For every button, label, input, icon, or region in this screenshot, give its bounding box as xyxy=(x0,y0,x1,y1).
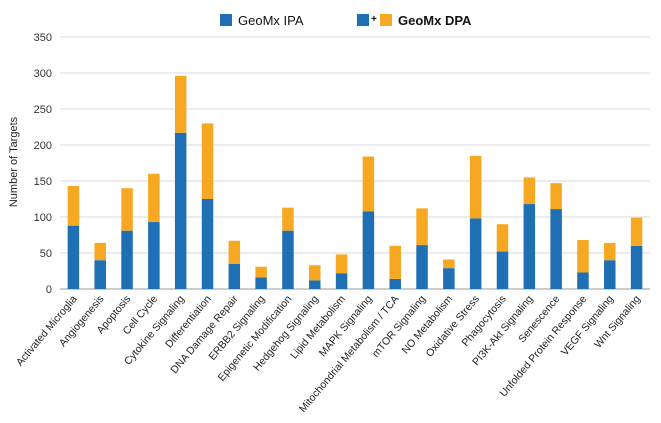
bar-segment-dpa xyxy=(443,259,455,269)
bar-segment-dpa xyxy=(255,266,267,278)
bar-segment-dpa xyxy=(577,240,589,273)
y-axis-label: Number of Targets xyxy=(8,116,20,207)
legend-label-ipa: GeoMx IPA xyxy=(238,13,304,28)
bar-segment-ipa xyxy=(94,260,106,289)
bar-segment-ipa xyxy=(255,277,267,289)
legend-swatch-ipa xyxy=(220,14,232,26)
y-axis-ticks: 0 50 100 150 200 250 300 350 xyxy=(34,32,52,296)
y-tick-label: 0 xyxy=(46,284,52,296)
bar-segment-dpa xyxy=(416,208,428,246)
bar-segment-ipa xyxy=(577,272,589,289)
bar-segment-ipa xyxy=(362,211,375,289)
bar-segment-dpa xyxy=(550,183,562,210)
y-tick-label: 350 xyxy=(34,32,52,44)
bar-segment-dpa xyxy=(174,75,187,133)
bar-segment-dpa xyxy=(67,186,80,226)
bar-segment-dpa xyxy=(604,242,616,261)
y-tick-label: 50 xyxy=(40,248,52,260)
y-tick-label: 200 xyxy=(34,140,52,152)
bars xyxy=(67,75,643,289)
bar-segment-ipa xyxy=(282,230,294,289)
bar-segment-ipa xyxy=(550,209,562,289)
bar-segment-dpa xyxy=(362,156,375,212)
bar-segment-dpa xyxy=(309,265,321,281)
bar-segment-ipa xyxy=(174,132,187,289)
legend-label-dpa: GeoMx DPA xyxy=(398,13,472,28)
bar-segment-dpa xyxy=(630,217,643,246)
bar-segment-ipa xyxy=(469,218,482,289)
bar-segment-ipa xyxy=(335,273,348,289)
legend: GeoMx IPA + GeoMx DPA xyxy=(220,13,472,28)
bar-segment-ipa xyxy=(630,245,643,289)
bar-segment-dpa xyxy=(228,240,241,264)
legend-swatch-ipa-combined xyxy=(357,14,369,26)
bar-segment-ipa xyxy=(389,278,401,289)
bar-segment-ipa xyxy=(67,225,80,289)
bar-segment-ipa xyxy=(121,230,133,289)
bar-segment-dpa xyxy=(389,245,401,279)
y-tick-label: 250 xyxy=(34,104,52,116)
bar-segment-dpa xyxy=(523,177,536,205)
bar-segment-dpa xyxy=(282,207,294,231)
bar-segment-dpa xyxy=(121,188,133,231)
bar-segment-dpa xyxy=(148,173,160,223)
bar-segment-dpa xyxy=(335,254,348,274)
bar-segment-ipa xyxy=(148,222,160,289)
bar-segment-ipa xyxy=(228,263,241,289)
bar-segment-ipa xyxy=(496,251,509,289)
bar-segment-dpa xyxy=(469,155,482,219)
legend-plus: + xyxy=(371,14,377,25)
bar-segment-dpa xyxy=(201,123,214,199)
bar-segment-ipa xyxy=(443,268,455,289)
bar-segment-dpa xyxy=(496,224,509,252)
x-axis-labels: Activated MicrogliaAngiogenesisApoptosis… xyxy=(14,293,643,415)
bar-segment-ipa xyxy=(201,199,214,289)
legend-swatch-dpa xyxy=(380,14,392,26)
y-tick-label: 150 xyxy=(34,176,52,188)
y-tick-label: 100 xyxy=(34,212,52,224)
bar-segment-ipa xyxy=(604,260,616,289)
bar-segment-ipa xyxy=(416,245,428,289)
bar-segment-dpa xyxy=(94,242,106,261)
bar-segment-ipa xyxy=(523,204,536,289)
y-tick-label: 300 xyxy=(34,68,52,80)
bar-segment-ipa xyxy=(309,280,321,289)
